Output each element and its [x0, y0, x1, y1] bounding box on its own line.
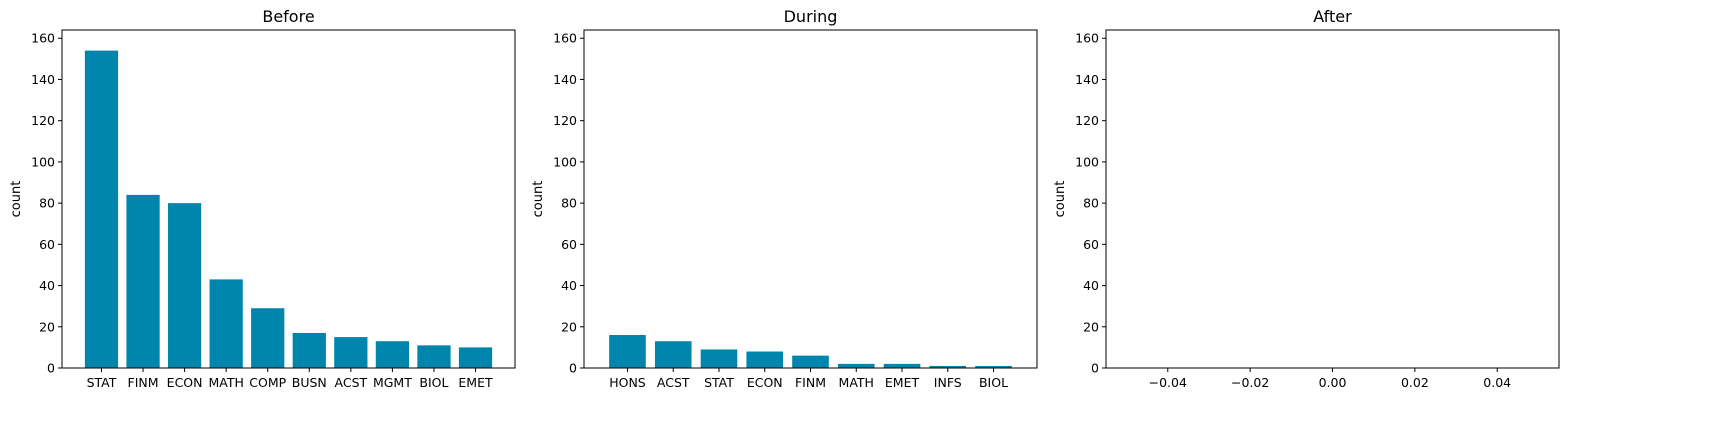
y-tick-label: 80 — [1083, 196, 1099, 211]
x-tick-label: FINM — [128, 375, 159, 390]
y-axis-label: count — [1053, 181, 1068, 218]
x-tick-label: STAT — [704, 375, 734, 390]
bar-emet — [883, 363, 921, 368]
plot-frame — [1105, 29, 1560, 369]
bar-acst — [334, 337, 368, 368]
y-tick-label: 160 — [31, 31, 55, 46]
bar-econ — [167, 203, 202, 368]
subplot-title: During — [784, 7, 838, 26]
x-tick-label: INFS — [934, 375, 962, 390]
bar-busn — [292, 332, 326, 368]
bar-acst — [654, 341, 692, 368]
x-tick-label: BIOL — [419, 375, 448, 390]
y-tick-label: 120 — [553, 113, 577, 128]
y-tick-label: 40 — [1083, 278, 1099, 293]
bar-econ — [746, 351, 784, 368]
y-tick-label: 120 — [1075, 113, 1099, 128]
y-tick-label: 80 — [561, 196, 577, 211]
bar-stat — [700, 349, 738, 368]
bar-hons — [609, 335, 646, 368]
x-tick-label: EMET — [458, 375, 493, 390]
x-tick-label: −0.02 — [1231, 375, 1269, 390]
subplot-title: After — [1313, 7, 1352, 26]
y-tick-label: 40 — [39, 278, 55, 293]
x-tick-label: 0.00 — [1319, 375, 1347, 390]
bar-finm — [792, 355, 829, 368]
y-axis-label: count — [9, 181, 24, 218]
x-tick-label: BUSN — [292, 375, 327, 390]
subplot-after: After 0 20 40 60 80 100 120 140 160 count −0.04 −0.0… — [1053, 7, 1560, 390]
y-tick-label: 100 — [31, 154, 55, 169]
x-tick-label: 0.02 — [1401, 375, 1429, 390]
bar-emet — [458, 347, 493, 368]
bar-stat — [84, 50, 119, 369]
y-tick-label: 100 — [553, 154, 577, 169]
x-tick-label: MGMT — [373, 375, 412, 390]
y-tick-label: 120 — [31, 113, 55, 128]
y-tick-label: 140 — [31, 72, 55, 87]
y-axis-label: count — [531, 181, 546, 218]
x-tick-label: BIOL — [979, 375, 1008, 390]
y-tick-label: 20 — [561, 319, 577, 334]
subplot-title: Before — [262, 7, 314, 26]
x-tick-label: ACST — [335, 375, 368, 390]
subplot-before: Before 0 20 40 60 80 100 120 140 160 count STAT FINM… — [9, 7, 516, 390]
x-tick-label: MATH — [839, 375, 874, 390]
y-tick-label: 160 — [553, 31, 577, 46]
bar-comp — [251, 308, 285, 368]
plot-frame — [61, 29, 516, 369]
y-tick-label: 60 — [561, 237, 577, 252]
x-tick-label: COMP — [249, 375, 286, 390]
y-tick-label: 60 — [39, 237, 55, 252]
x-tick-label: ECON — [747, 375, 783, 390]
bar-biol — [417, 345, 451, 368]
x-tick-label: 0.04 — [1483, 375, 1511, 390]
y-tick-label: 140 — [1075, 72, 1099, 87]
bar-mgmt — [375, 341, 410, 368]
x-tick-label: ACST — [657, 375, 690, 390]
subplot-during: During 0 20 40 60 80 100 120 140 160 count HONS ACST… — [531, 7, 1038, 390]
x-tick-label: −0.04 — [1149, 375, 1187, 390]
bar-math — [209, 279, 243, 368]
bar-biol — [975, 365, 1012, 368]
y-tick-label: 20 — [1083, 319, 1099, 334]
y-tick-label: 160 — [1075, 31, 1099, 46]
y-tick-label: 0 — [569, 361, 577, 376]
plot-frame — [583, 29, 1038, 369]
y-tick-label: 0 — [1091, 361, 1099, 376]
y-tick-label: 140 — [553, 72, 577, 87]
x-tick-label: HONS — [609, 375, 646, 390]
y-tick-label: 60 — [1083, 237, 1099, 252]
y-tick-label: 0 — [47, 361, 55, 376]
x-tick-label: MATH — [208, 375, 243, 390]
x-tick-label: ECON — [167, 375, 203, 390]
y-tick-label: 100 — [1075, 154, 1099, 169]
bar-infs — [929, 365, 967, 368]
x-tick-label: EMET — [885, 375, 920, 390]
bar-math — [837, 363, 875, 368]
y-tick-label: 40 — [561, 278, 577, 293]
y-tick-label: 80 — [39, 196, 55, 211]
bar-finm — [126, 194, 160, 368]
x-tick-label: STAT — [87, 375, 117, 390]
y-tick-label: 20 — [39, 319, 55, 334]
x-tick-label: FINM — [795, 375, 826, 390]
